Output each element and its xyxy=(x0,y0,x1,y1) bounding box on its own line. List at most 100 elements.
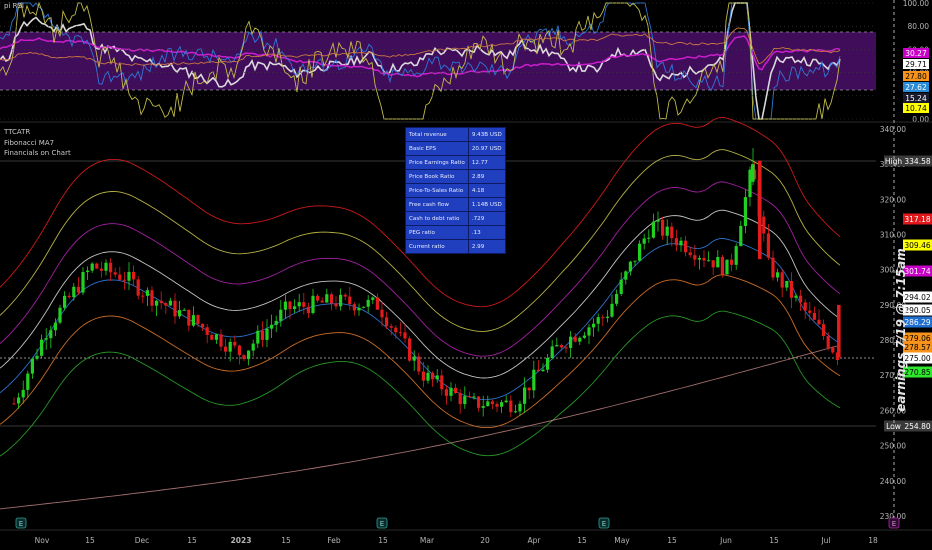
indicator-fibonacci-ma7[interactable]: Fibonacci MA7 xyxy=(4,138,55,147)
price-badge: 270.85 xyxy=(903,366,932,378)
price-badge: Low 254.80 xyxy=(884,420,932,432)
candle-body xyxy=(293,306,297,310)
candle-body xyxy=(122,279,126,281)
candle-body xyxy=(421,371,425,381)
price-badge: 286.29 xyxy=(903,316,932,328)
rsi-badge: 10.74 xyxy=(903,103,929,113)
financials-value: .13 xyxy=(467,225,506,240)
candle-body xyxy=(113,272,117,275)
price-badge-value: 286.29 xyxy=(904,318,930,327)
price-panel[interactable]: 230.00 240.00 250.00 260.00 270.00 280.00 290.… xyxy=(0,116,932,521)
financials-label: Basic EPS xyxy=(405,141,469,156)
candle-body xyxy=(426,372,430,381)
rsi-badge-value: 27.62 xyxy=(905,83,927,92)
time-axis[interactable]: Nov 15 Dec 15 2023 15 Feb 15 Mar 20 Apr 15 May 15 Jun 1… xyxy=(0,517,932,545)
candle-body xyxy=(527,387,531,391)
candle-body xyxy=(546,358,550,370)
candle-body xyxy=(431,372,435,380)
earnings-marker-2[interactable]: E xyxy=(376,517,388,529)
financials-row: Total revenue 9.43B USD xyxy=(405,127,506,142)
financials-row: Basic EPS 20.97 USD xyxy=(405,141,506,156)
indicator-ttcatr[interactable]: TTCATR xyxy=(4,128,31,136)
rsi-badge-value: 30.27 xyxy=(905,49,927,58)
candle-body xyxy=(302,302,306,307)
rsi-badge: 29.71 xyxy=(903,59,929,69)
financials-value: 9.43B USD xyxy=(467,127,506,142)
candle-body xyxy=(711,260,715,268)
rsi-badge: 27.80 xyxy=(903,71,929,81)
candle-body xyxy=(205,327,209,335)
earnings-icon-letter: E xyxy=(380,520,384,528)
candle-body xyxy=(812,312,816,320)
candle-body xyxy=(573,336,577,342)
candle-body xyxy=(661,219,665,236)
candle-body xyxy=(339,294,343,307)
ma-band-line xyxy=(0,310,841,457)
price-badge: 294.02 xyxy=(903,291,932,303)
candle-body xyxy=(780,272,784,288)
financials-row: Price Earnings Ratio 12.77 xyxy=(405,155,506,170)
candle-body xyxy=(182,309,186,311)
price-badge-value: 317.18 xyxy=(904,215,930,224)
candle-body xyxy=(408,338,412,361)
ma-band-line xyxy=(0,181,841,357)
candle-body xyxy=(670,226,674,239)
time-tick-label: 15 xyxy=(667,536,677,545)
candle-body xyxy=(412,356,416,361)
financials-row: Free cash flow 1.14B USD xyxy=(405,197,506,212)
earnings-marker-1[interactable]: E xyxy=(15,517,27,529)
candle-body xyxy=(348,296,352,305)
candle-body xyxy=(40,339,44,356)
candle-body xyxy=(214,334,218,340)
financials-label: Current ratio xyxy=(405,239,469,254)
rsi-badge-value: 27.80 xyxy=(905,72,927,81)
candle-body xyxy=(559,345,563,348)
candle-body xyxy=(758,160,762,260)
time-tick-label: 15 xyxy=(577,536,587,545)
candle-body xyxy=(26,373,30,390)
candle-body xyxy=(449,387,453,396)
candle-body xyxy=(697,257,701,260)
candle-body xyxy=(329,294,333,304)
financials-label: Cash to debt ratio xyxy=(405,211,469,226)
rsi-badge-value: 15.24 xyxy=(905,94,927,103)
financials-label: Price Book Ratio xyxy=(405,169,469,184)
candle-body xyxy=(12,403,16,405)
candle-body xyxy=(490,401,494,405)
candle-body xyxy=(132,271,136,280)
candle-body xyxy=(233,341,237,346)
ma-band-line xyxy=(0,274,841,429)
candle-body xyxy=(81,272,85,293)
time-tick-label: Mar xyxy=(420,536,435,545)
candle-body xyxy=(803,302,807,311)
candle-body xyxy=(444,389,448,396)
candle-body xyxy=(58,307,62,323)
rsi-indicator-label[interactable]: pi RSI xyxy=(4,2,24,10)
candle-body xyxy=(500,402,504,407)
earnings-marker-3[interactable]: E xyxy=(598,517,610,529)
candles xyxy=(12,148,841,418)
price-badge: 290.05 xyxy=(903,304,932,316)
financials-label: Total revenue xyxy=(405,127,469,142)
earnings-icon xyxy=(888,517,900,529)
candle-body xyxy=(688,252,692,256)
candle-body xyxy=(766,233,770,258)
indicator-legend[interactable]: TTCATR Fibonacci MA7 Financials on Chart xyxy=(4,127,71,159)
price-badge: 317.18 xyxy=(903,213,932,225)
candle-body xyxy=(247,350,251,360)
indicator-financials[interactable]: Financials on Chart xyxy=(4,149,71,157)
candle-body xyxy=(265,328,269,340)
price-tick-label: 230.00 xyxy=(880,512,906,521)
candle-body xyxy=(306,306,310,314)
candle-body xyxy=(785,280,789,288)
candle-body xyxy=(104,262,108,271)
candle-body xyxy=(371,297,375,300)
earnings-marker-upcoming[interactable]: E xyxy=(888,517,900,529)
price-badge-label: Low xyxy=(886,422,901,431)
time-tick-label: Feb xyxy=(327,536,341,545)
candle-body xyxy=(320,300,324,303)
candle-body xyxy=(352,304,356,311)
candle-body xyxy=(366,299,370,307)
